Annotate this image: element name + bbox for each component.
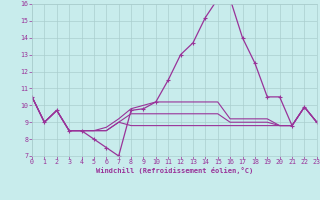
X-axis label: Windchill (Refroidissement éolien,°C): Windchill (Refroidissement éolien,°C) [96, 167, 253, 174]
